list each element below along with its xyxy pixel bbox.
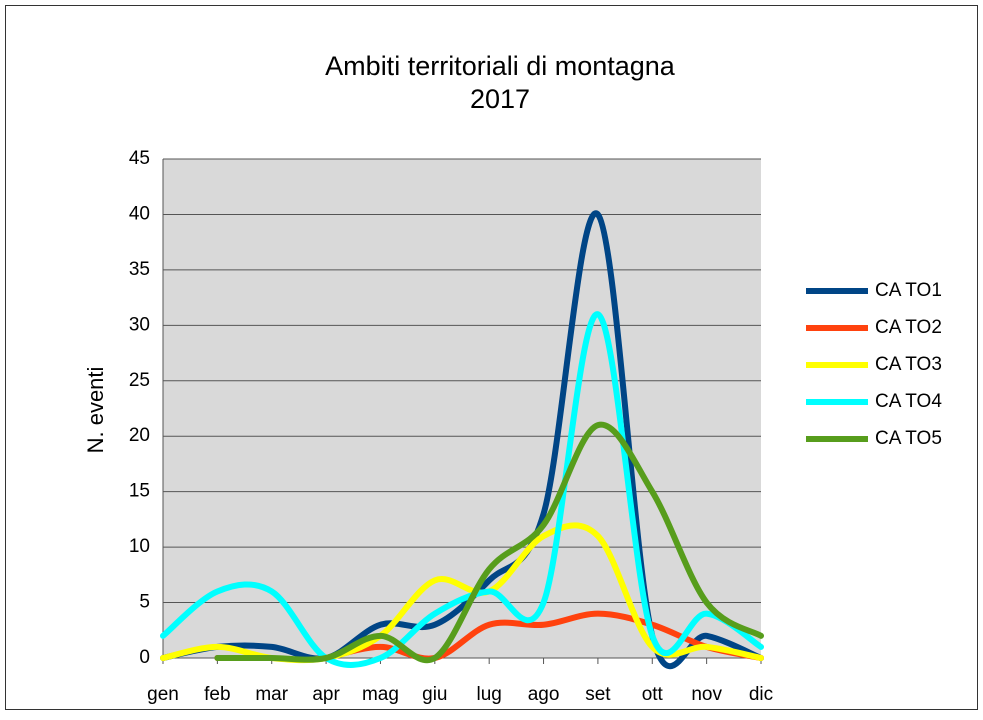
x-tick-label: mar xyxy=(255,684,288,705)
x-tick-label: nov xyxy=(691,684,722,705)
series-line xyxy=(214,421,764,664)
y-tick-label: 45 xyxy=(129,148,150,169)
y-tick-label: 0 xyxy=(139,647,150,668)
x-tick-label: ott xyxy=(642,684,664,705)
legend-label: CA TO5 xyxy=(875,428,942,449)
y-tick-label: 15 xyxy=(129,481,150,502)
y-tick-label: 30 xyxy=(129,314,150,335)
series-line xyxy=(160,311,764,668)
legend-label: CA TO2 xyxy=(875,317,942,338)
x-tick-label: feb xyxy=(204,684,230,705)
chart-title: Ambiti territoriali di montagna xyxy=(325,51,676,81)
legend-label: CA TO1 xyxy=(875,280,942,301)
plot-area xyxy=(163,159,761,658)
y-tick-label: 40 xyxy=(129,203,150,224)
x-tick-label: apr xyxy=(312,684,340,705)
y-axis-label: N. eventi xyxy=(83,367,108,454)
x-tick-label: mag xyxy=(362,684,399,705)
x-tick-label: giu xyxy=(422,684,447,705)
y-tick-label: 25 xyxy=(129,370,150,391)
legend-label: CA TO3 xyxy=(875,354,942,375)
y-tick-label: 20 xyxy=(129,425,150,446)
chart-subtitle: 2017 xyxy=(470,84,530,114)
legend-label: CA TO4 xyxy=(875,391,942,412)
x-tick-label: gen xyxy=(147,684,179,705)
y-tick-label: 10 xyxy=(129,536,150,557)
x-tick-label: ago xyxy=(528,684,560,705)
y-tick-label: 5 xyxy=(139,592,150,613)
x-tick-label: set xyxy=(585,684,611,705)
x-tick-label: lug xyxy=(477,684,502,705)
y-tick-label: 35 xyxy=(129,259,150,280)
x-tick-label: dic xyxy=(749,684,773,705)
